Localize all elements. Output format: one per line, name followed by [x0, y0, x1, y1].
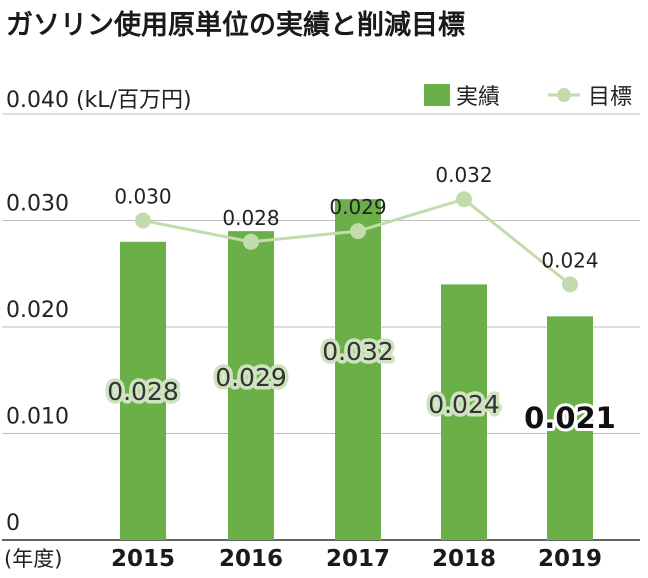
- target-value-label: 0.024: [541, 248, 598, 272]
- bar: [335, 199, 381, 540]
- legend-marker-target: [557, 88, 571, 102]
- x-axis-label: (年度): [4, 547, 62, 571]
- y-axis-label: 0.040 (kL/百万円): [6, 88, 192, 113]
- y-tick-label: 0.020: [6, 298, 69, 323]
- bar: [441, 284, 487, 540]
- bar-value-label: 0.028: [107, 377, 179, 406]
- legend-swatch-actual: [424, 84, 450, 106]
- target-value-label: 0.028: [222, 206, 279, 230]
- x-tick-label: 2015: [111, 546, 175, 572]
- bar-series: [120, 199, 593, 541]
- y-tick-label: 0.030: [6, 192, 69, 217]
- x-tick-label: 2017: [326, 546, 390, 572]
- bar: [228, 231, 274, 540]
- target-value-label: 0.030: [114, 185, 171, 209]
- legend-label-target: 目標: [588, 85, 632, 110]
- x-tick-label: 2016: [219, 546, 283, 572]
- x-tick-label: 2018: [432, 546, 496, 572]
- target-value-label: 0.032: [435, 163, 492, 187]
- y-tick-label: 0.010: [6, 405, 69, 430]
- bar-value-label: 0.021: [524, 401, 616, 435]
- x-axis-ticks: 2015 2016 2017 2018 2019: [111, 546, 602, 572]
- y-tick-label: 0: [6, 511, 20, 536]
- bar-value-label: 0.029: [215, 363, 287, 392]
- y-axis-ticks: 0 0.010 0.020 0.030: [6, 192, 69, 537]
- bar-value-label: 0.032: [322, 337, 394, 366]
- x-tick-label: 2019: [538, 546, 602, 572]
- legend-label-actual: 実績: [456, 85, 500, 110]
- bar-value-label: 0.024: [428, 390, 500, 419]
- gridlines: [2, 113, 640, 541]
- bar: [120, 241, 166, 541]
- bar: [547, 316, 593, 540]
- target-point: [350, 223, 366, 240]
- chart-title: ガソリン使用原単位の実績と削減目標: [6, 9, 465, 41]
- target-point: [562, 276, 578, 293]
- target-point: [456, 191, 472, 208]
- target-value-label: 0.029: [329, 195, 386, 219]
- target-series: 0.030 0.028 0.029 0.032 0.024: [114, 163, 599, 293]
- target-point: [243, 233, 259, 250]
- legend: 実績 目標: [424, 84, 632, 110]
- target-point: [135, 212, 151, 229]
- bar-value-labels: 0.028 0.029 0.032 0.024 0.021: [104, 334, 619, 439]
